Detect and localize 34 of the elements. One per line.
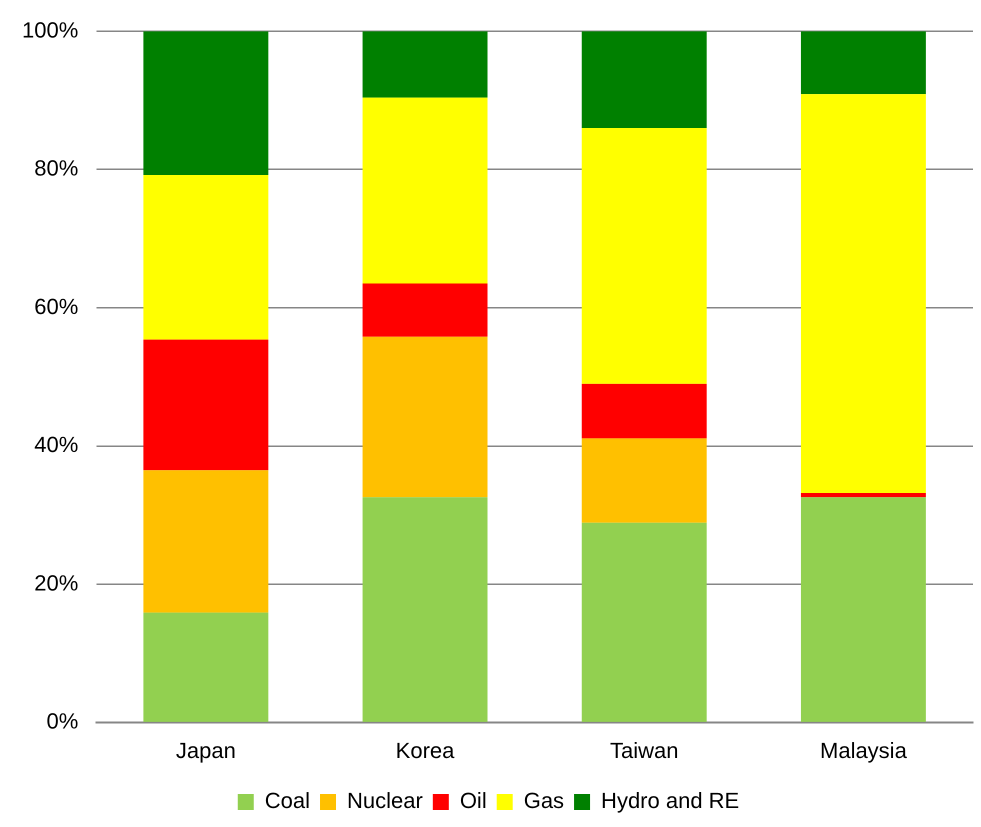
x-tick-label: Korea — [396, 738, 456, 763]
legend-label: Coal — [264, 788, 310, 814]
bar — [362, 98, 488, 284]
legend-label: Gas — [524, 788, 564, 814]
bar — [582, 31, 707, 128]
bar — [362, 31, 488, 98]
y-tick-label: 0% — [46, 708, 78, 734]
bar — [362, 284, 488, 337]
legend-label: Oil — [460, 788, 487, 814]
y-tick-label: 60% — [34, 294, 78, 319]
bar — [582, 384, 707, 438]
bar — [800, 31, 926, 94]
y-tick-label: 100% — [22, 17, 78, 42]
bar — [582, 128, 707, 384]
x-tick-label: Malaysia — [820, 738, 908, 763]
bar — [800, 497, 926, 722]
legend-label: Hydro and RE — [601, 788, 740, 814]
bar — [362, 497, 488, 722]
bar — [143, 31, 268, 176]
x-tick-label: Taiwan — [610, 738, 678, 763]
y-tick-label: 80% — [34, 156, 78, 181]
bar — [143, 340, 268, 470]
legend-label: Nuclear — [347, 788, 423, 814]
x-tick-label: Japan — [176, 738, 236, 763]
bar — [143, 470, 268, 613]
y-tick-label: 40% — [34, 432, 78, 458]
bar — [800, 493, 926, 498]
bar — [362, 336, 488, 498]
bar — [143, 175, 268, 340]
bar — [143, 612, 268, 722]
y-tick-label: 20% — [34, 570, 78, 596]
bar — [582, 438, 707, 523]
bar — [800, 94, 926, 494]
bar — [582, 522, 707, 722]
